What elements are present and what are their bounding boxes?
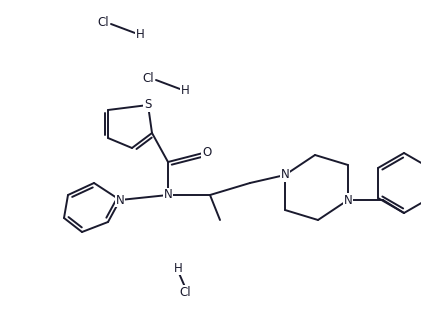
Text: Cl: Cl <box>142 72 154 84</box>
Text: H: H <box>181 84 189 98</box>
Text: N: N <box>281 169 289 181</box>
Text: H: H <box>173 261 182 274</box>
Text: Cl: Cl <box>179 285 191 299</box>
Text: S: S <box>144 99 152 112</box>
Text: N: N <box>344 193 352 207</box>
Text: N: N <box>116 193 124 207</box>
Text: Cl: Cl <box>97 15 109 28</box>
Text: O: O <box>203 146 212 158</box>
Text: H: H <box>136 28 144 42</box>
Text: N: N <box>164 188 172 202</box>
